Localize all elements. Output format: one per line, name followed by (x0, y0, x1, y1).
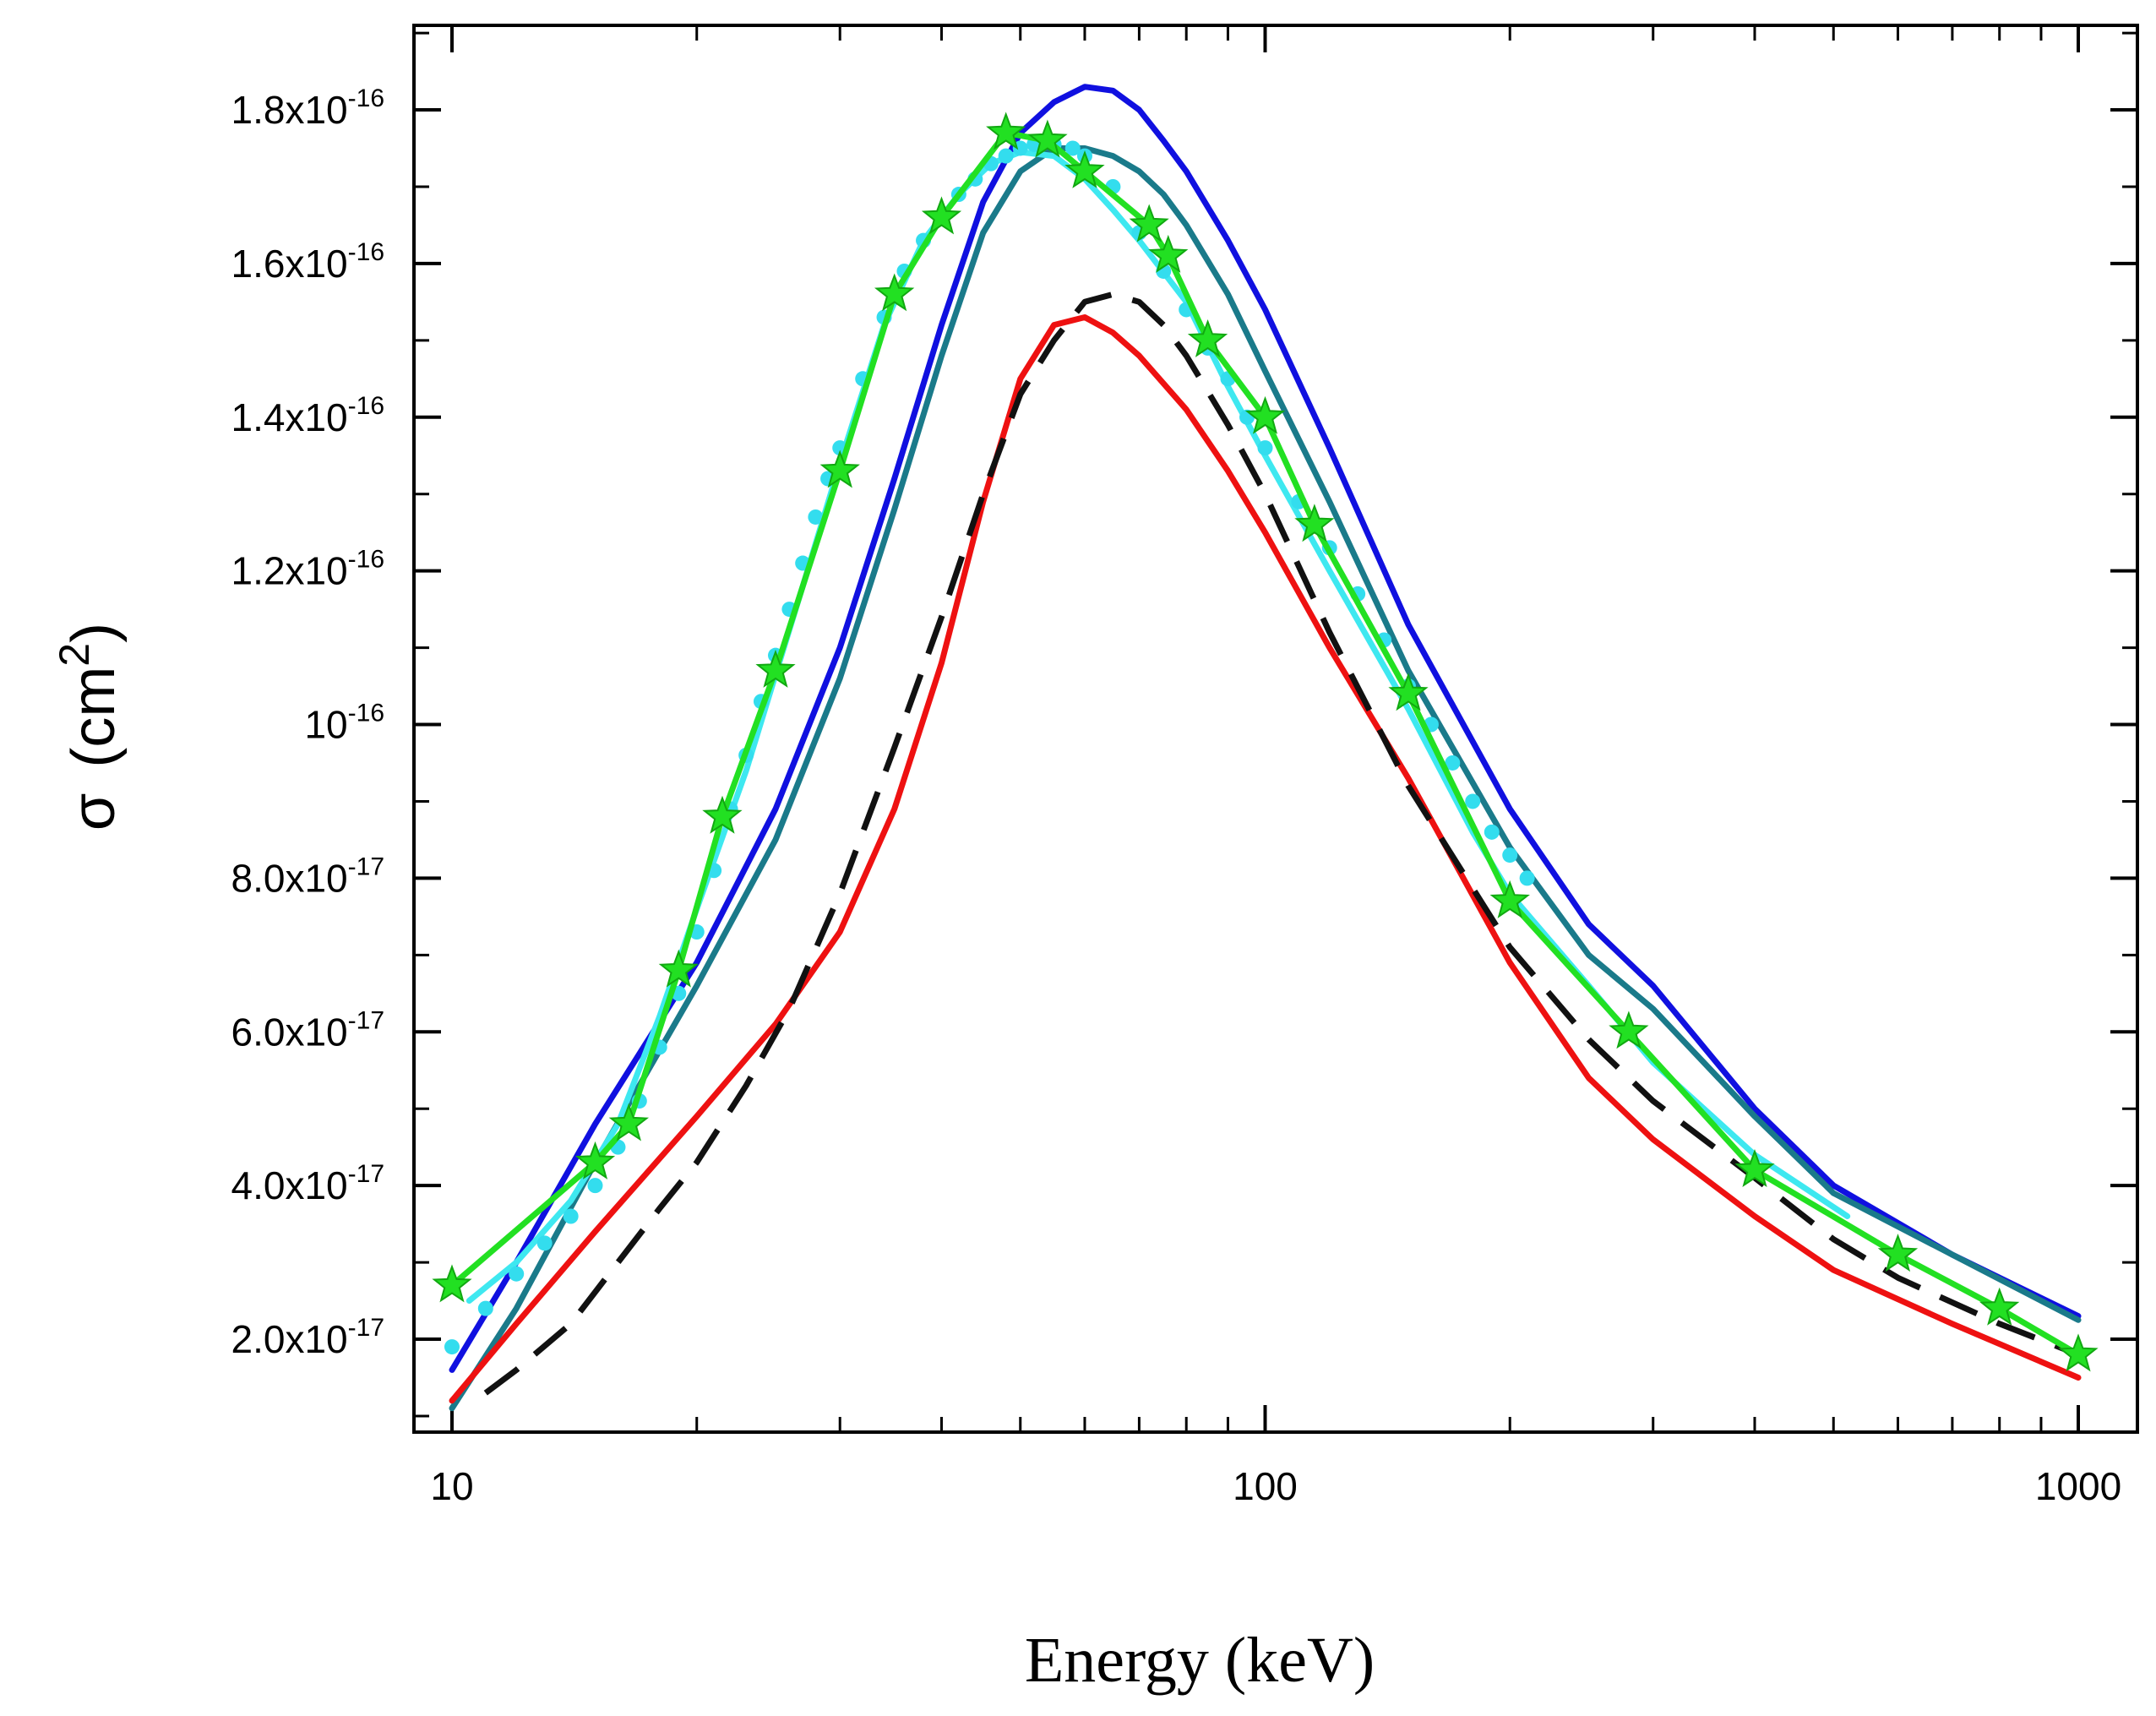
series-star-marker (755, 649, 796, 688)
series-line (449, 314, 2082, 1404)
series-star-marker (986, 112, 1026, 150)
series-star-marker (608, 1103, 650, 1141)
series-star-marker (1388, 673, 1429, 711)
series-star-marker (1734, 1149, 1775, 1187)
y-tick-label: 6.0x10-17 (231, 1006, 384, 1054)
series-star-marker (1129, 204, 1169, 242)
minor-ticks (414, 25, 2137, 1432)
x-tick-label: 100 (1233, 1464, 1298, 1508)
series-point (1502, 847, 1518, 863)
series-line (483, 291, 2080, 1396)
y-axis-symbol: σ (60, 793, 128, 831)
series-point (808, 509, 824, 525)
series-point (1484, 824, 1500, 840)
series-line (449, 84, 2082, 1373)
series-star-marker (1187, 319, 1228, 357)
series-star-marker (819, 449, 860, 488)
series-point (477, 1300, 493, 1316)
y-tick-label: 8.0x10-17 (231, 853, 384, 900)
y-axis-unit-exponent: 2 (51, 643, 98, 667)
x-tick-label: 10 (430, 1464, 473, 1508)
series-star-marker (1979, 1287, 2020, 1326)
series-star-marker (1877, 1234, 1919, 1272)
y-tick-label: 1.6x10-16 (231, 238, 384, 286)
series-point (1519, 870, 1535, 886)
y-tick-label: 1.8x10-16 (231, 84, 384, 132)
series-layer (432, 84, 2099, 1412)
y-tick-label: 10-16 (304, 700, 384, 747)
x-tick-label: 1000 (2035, 1464, 2121, 1508)
series-star-marker (658, 949, 699, 988)
y-axis-unit-close: ) (60, 623, 128, 643)
series-point (587, 1178, 603, 1194)
series-star-marker (1027, 119, 1068, 158)
series-point (536, 1235, 553, 1251)
series-point (1064, 140, 1081, 156)
series-point (444, 1339, 460, 1355)
y-axis-unit: (cm (60, 667, 128, 768)
y-tick-label: 2.0x10-17 (231, 1314, 384, 1361)
y-tick-labels: 2.0x10-17 4.0x10-17 6.0x10-17 8.0x10-17 10-1… (231, 84, 384, 1361)
series-star-marker (921, 196, 962, 235)
plot-frame (412, 24, 2139, 1434)
series-star-marker (1064, 150, 1105, 188)
series-star-marker (1609, 1011, 1649, 1049)
series-star-marker (432, 1264, 472, 1303)
y-axis-label: σ (cm2) (51, 623, 128, 831)
series-point (563, 1208, 579, 1224)
series-star-marker (2058, 1333, 2099, 1372)
series-point (1445, 754, 1461, 771)
series-star-marker (702, 795, 743, 834)
major-ticks (414, 25, 2137, 1432)
x-axis-label: Energy (keV) (1025, 1625, 1375, 1696)
series-star-marker (1244, 395, 1286, 434)
y-tick-label: 1.4x10-16 (231, 392, 384, 439)
series-point (509, 1266, 525, 1282)
series-line (449, 145, 2082, 1412)
series-star-marker (1489, 880, 1530, 918)
series-point (1257, 440, 1273, 456)
series-point (998, 148, 1014, 164)
series-star-marker (574, 1141, 616, 1179)
y-tick-label: 4.0x10-17 (231, 1160, 384, 1207)
series-point (1465, 793, 1481, 809)
series-star-marker (1294, 504, 1335, 542)
series-star-marker (1148, 234, 1189, 273)
y-tick-label: 1.2x10-16 (231, 546, 384, 593)
series-star-marker (874, 273, 915, 312)
series-line (449, 129, 2082, 1358)
x-tick-labels: 10 100 1000 (430, 1464, 2121, 1508)
